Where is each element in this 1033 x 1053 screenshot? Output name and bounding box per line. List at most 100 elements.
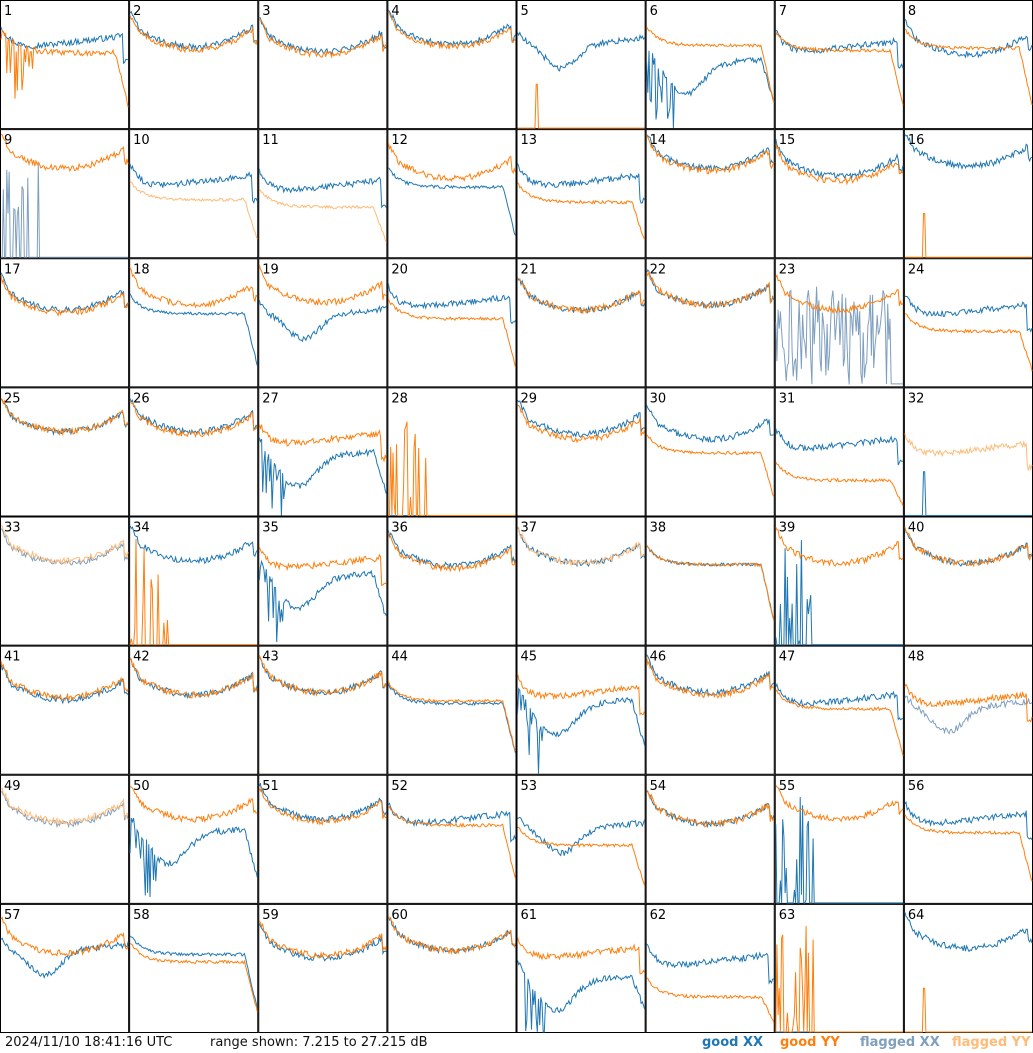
panel-frame — [516, 645, 646, 775]
trace-yy-13 — [517, 182, 646, 240]
panel-frame — [0, 645, 130, 775]
panel-label: 46 — [650, 650, 667, 665]
panel-label: 28 — [391, 391, 408, 406]
panel-58: 58 — [129, 903, 259, 1033]
trace-yy-45 — [517, 673, 646, 716]
trace-xx-10 — [129, 163, 258, 204]
panel-8: 8 — [903, 0, 1033, 130]
trace-yy-24 — [904, 313, 1033, 372]
trace-yy-36 — [387, 532, 516, 573]
panel-18: 18 — [129, 258, 259, 388]
panel-label: 21 — [521, 262, 538, 277]
trace-yy-64 — [904, 987, 1032, 1033]
trace-yy-33 — [0, 525, 129, 566]
panel-15: 15 — [774, 129, 904, 259]
trace-yy-29 — [517, 404, 646, 444]
trace-xx-29 — [517, 399, 645, 438]
panel-frame — [774, 774, 904, 904]
trace-xx-35 — [258, 559, 387, 643]
panel-55: 55 — [774, 774, 904, 904]
panel-35: 35 — [258, 516, 388, 646]
panel-45: 45 — [516, 645, 646, 775]
panel-label: 1 — [4, 4, 12, 19]
panel-53: 53 — [516, 774, 646, 904]
panel-label: 16 — [908, 133, 925, 148]
panel-frame — [645, 903, 775, 1033]
panel-frame — [129, 645, 259, 775]
panel-label: 19 — [262, 262, 279, 277]
panel-frame — [903, 903, 1033, 1033]
panel-label: 34 — [133, 521, 150, 536]
trace-yy-23 — [775, 273, 904, 315]
trace-xx-64 — [904, 912, 1033, 953]
panel-31: 31 — [774, 387, 904, 517]
trace-xx-9 — [1, 162, 129, 258]
panel-frame — [645, 387, 775, 517]
trace-yy-48 — [904, 683, 1033, 723]
trace-yy-40 — [904, 526, 1033, 568]
panel-23: 23 — [774, 258, 904, 388]
panel-9: 9 — [0, 129, 130, 259]
panel-28: 28 — [387, 387, 517, 517]
trace-yy-8 — [904, 28, 1033, 105]
panel-26: 26 — [129, 387, 259, 517]
panel-42: 42 — [129, 645, 259, 775]
panel-label: 40 — [908, 521, 925, 536]
panel-16: 16 — [903, 129, 1033, 259]
panel-label: 30 — [650, 391, 667, 406]
panel-label: 36 — [391, 521, 408, 536]
trace-xx-18 — [129, 293, 258, 366]
panel-label: 56 — [908, 779, 925, 794]
trace-xx-8 — [904, 18, 1033, 59]
panel-label: 47 — [779, 650, 796, 665]
trace-xx-2 — [129, 10, 258, 52]
trace-yy-21 — [517, 277, 645, 315]
trace-yy-22 — [646, 270, 774, 309]
panel-label: 11 — [262, 133, 279, 148]
trace-xx-16 — [904, 134, 1033, 170]
panel-frame — [258, 774, 388, 904]
panel-label: 55 — [779, 779, 796, 794]
trace-xx-23 — [775, 286, 903, 385]
panel-frame — [129, 0, 259, 130]
panel-4: 4 — [387, 0, 517, 130]
trace-yy-58 — [129, 942, 258, 1013]
trace-xx-39 — [775, 540, 903, 646]
legend-flagged-yy: flagged YY — [952, 1035, 1031, 1050]
panel-frame — [0, 387, 130, 517]
panel-52: 52 — [387, 774, 517, 904]
trace-yy-30 — [646, 434, 775, 497]
panel-6: 6 — [645, 0, 775, 130]
panel-frame — [387, 903, 517, 1033]
panel-label: 50 — [133, 779, 150, 794]
trace-yy-4 — [388, 11, 516, 50]
panel-frame — [129, 516, 259, 646]
trace-yy-59 — [258, 920, 387, 960]
panel-34: 34 — [129, 516, 259, 646]
panel-12: 12 — [387, 129, 517, 259]
panel-label: 45 — [521, 650, 538, 665]
trace-yy-56 — [904, 814, 1033, 882]
trace-xx-62 — [646, 943, 775, 985]
panel-label: 3 — [262, 4, 270, 19]
panel-label: 17 — [4, 262, 21, 277]
panel-label: 63 — [779, 908, 796, 923]
trace-yy-51 — [258, 786, 387, 826]
panel-label: 12 — [391, 133, 408, 148]
panel-label: 41 — [4, 650, 21, 665]
panel-frame — [387, 774, 517, 904]
trace-xx-45 — [517, 687, 646, 774]
panel-2: 2 — [129, 0, 259, 130]
trace-yy-43 — [258, 654, 387, 697]
trace-yy-34 — [129, 538, 258, 646]
trace-xx-58 — [129, 935, 258, 1009]
trace-yy-35 — [258, 546, 387, 586]
panel-label: 15 — [779, 133, 796, 148]
trace-xx-19 — [258, 299, 387, 343]
panel-frame — [0, 0, 130, 130]
panel-51: 51 — [258, 774, 388, 904]
trace-yy-62 — [646, 977, 775, 1023]
panel-43: 43 — [258, 645, 388, 775]
panel-frame — [645, 258, 775, 388]
panel-label: 24 — [908, 262, 925, 277]
